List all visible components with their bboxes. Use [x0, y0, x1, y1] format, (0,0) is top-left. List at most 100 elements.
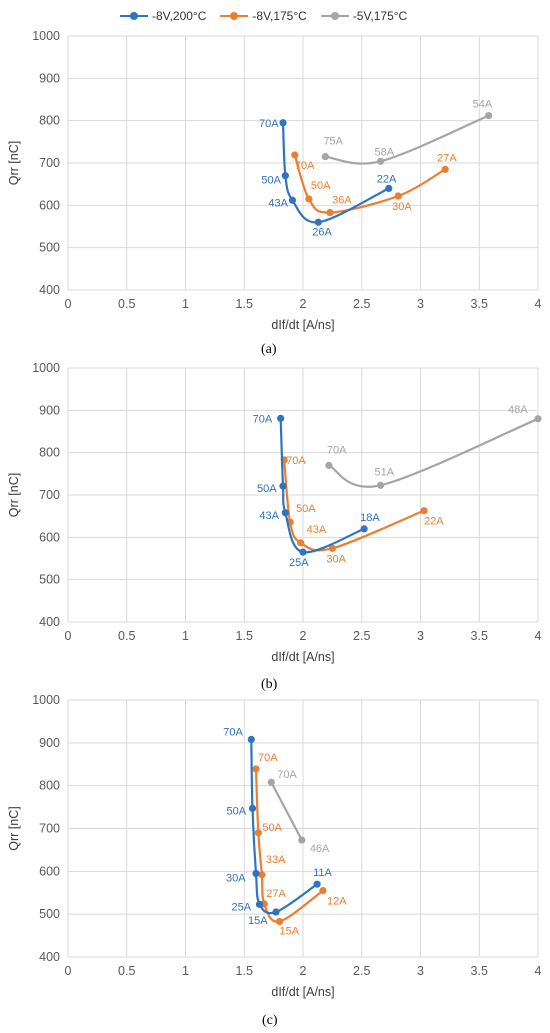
- point-label: 43A: [259, 510, 279, 522]
- chart-panel-3: 400 500 600 700 800 900 1000 0 0.5 1 1.5 2 2.5 3 3.5 4 d…: [7, 693, 542, 999]
- y-tick-label: 500: [39, 907, 60, 921]
- legend-swatch-series-3: [320, 9, 349, 23]
- point-label: 11A: [313, 867, 332, 879]
- data-point: [275, 917, 284, 926]
- legend-label-series-2: -8V,175°C: [252, 9, 307, 23]
- point-label: 54A: [473, 99, 493, 111]
- y-tick-label: 600: [39, 198, 60, 212]
- x-tick-label: 2.5: [353, 964, 370, 978]
- chart-legend: -8V,200°C -8V,175°C -5V,175°C: [120, 6, 421, 26]
- data-point: [272, 908, 280, 916]
- point-label: 12A: [327, 896, 347, 908]
- data-point: [360, 525, 368, 533]
- x-tick-label: 1.5: [236, 629, 253, 643]
- x-axis-label: dIf/dt [A/ns]: [271, 650, 334, 664]
- x-tick-label: 1.5: [236, 297, 253, 311]
- data-point: [325, 461, 333, 469]
- data-point: [279, 119, 287, 127]
- y-tick-label: 800: [39, 446, 60, 460]
- point-label: 50A: [296, 503, 316, 515]
- series-3: 70A 46A: [267, 769, 330, 855]
- y-tick-label: 700: [39, 822, 60, 836]
- point-label: 33A: [266, 854, 286, 866]
- y-tick-label: 700: [39, 488, 60, 502]
- point-label: 15A: [248, 915, 268, 927]
- y-tick-label: 500: [39, 573, 60, 587]
- data-point: [252, 765, 260, 773]
- data-point: [314, 218, 322, 226]
- legend-label-series-3: -5V,175°C: [352, 9, 408, 23]
- x-tick-label: 0: [65, 964, 72, 978]
- data-point: [328, 544, 336, 552]
- gridlines: [67, 367, 539, 623]
- x-tick-label: 4: [535, 629, 542, 643]
- x-axis-label: dIf/dt [A/ns]: [271, 985, 334, 999]
- data-point: [288, 196, 297, 204]
- point-label: 70A: [223, 726, 243, 738]
- x-tick-label: 2: [300, 297, 307, 311]
- point-label: 43A: [268, 197, 288, 209]
- point-label: 27A: [437, 152, 457, 164]
- point-label: 70A: [258, 752, 278, 764]
- y-tick-label: 400: [39, 615, 60, 629]
- point-label: 50A: [226, 805, 246, 817]
- x-tick-label: 3: [417, 964, 424, 978]
- y-axis-label: Qrr [nC]: [7, 806, 21, 850]
- data-point: [258, 871, 266, 879]
- data-point: [298, 836, 306, 844]
- x-tick-label: 1.5: [236, 964, 253, 978]
- x-tick-label: 4: [535, 297, 542, 311]
- data-point: [376, 157, 385, 165]
- panel-caption-b: (b): [261, 677, 278, 692]
- x-tick-label: 0.5: [118, 629, 135, 643]
- series-2: 70A 50A 43A 30A 22A: [280, 455, 444, 565]
- point-label: 30A: [226, 872, 246, 884]
- x-tick-label: 1: [182, 964, 189, 978]
- y-tick-label: 1000: [32, 29, 60, 43]
- data-point: [267, 778, 275, 786]
- series-1: 70A 50A 43A 26A 22A: [259, 118, 397, 238]
- data-point: [277, 414, 285, 422]
- x-tick-label: 1: [182, 629, 189, 643]
- y-tick-label: 800: [39, 779, 60, 793]
- x-tick-label: 2: [300, 964, 307, 978]
- y-tick-label: 900: [39, 736, 60, 750]
- data-point: [534, 415, 542, 423]
- y-tick-label: 900: [39, 71, 60, 85]
- data-point: [252, 869, 260, 878]
- point-label: 70A: [277, 769, 297, 781]
- data-point: [279, 482, 287, 490]
- x-axis-label: dIf/dt [A/ns]: [271, 318, 334, 332]
- point-label: 30A: [326, 553, 346, 565]
- y-tick-label: 1000: [32, 693, 60, 707]
- point-label: 30A: [392, 201, 412, 213]
- x-tick-label: 3.5: [471, 629, 488, 643]
- point-label: 27A: [266, 888, 286, 900]
- data-point: [321, 153, 329, 161]
- data-point: [248, 804, 257, 812]
- x-tick-label: 3: [417, 297, 424, 311]
- y-axis-label: Qrr [nC]: [7, 141, 21, 185]
- point-label: 50A: [262, 822, 282, 834]
- y-axis-label: Qrr [nC]: [7, 473, 21, 517]
- legend-swatch-series-1: [120, 9, 148, 23]
- x-tick-label: 4: [535, 964, 542, 978]
- x-tick-label: 0.5: [118, 297, 135, 311]
- data-point: [305, 195, 313, 203]
- point-label: 18A: [360, 512, 380, 524]
- x-tick-label: 0: [65, 629, 72, 643]
- legend-item-series-1: -8V,200°C: [120, 9, 206, 23]
- point-label: 15A: [280, 925, 300, 937]
- chart-panel-2: 400 500 600 700 800 900 1000 0 0.5 1 1.5 2 2.5 3 3.5 4 d…: [7, 361, 542, 664]
- point-label: 70A: [327, 444, 347, 456]
- x-tick-label: 2.5: [353, 297, 370, 311]
- x-tick-label: 3.5: [471, 297, 488, 311]
- data-point: [281, 172, 289, 180]
- point-label: 50A: [257, 483, 277, 495]
- data-point: [255, 900, 264, 908]
- point-label: 50A: [261, 175, 281, 187]
- panel-caption-a: (a): [261, 342, 277, 357]
- point-label: 43A: [307, 524, 327, 536]
- data-point: [313, 880, 321, 888]
